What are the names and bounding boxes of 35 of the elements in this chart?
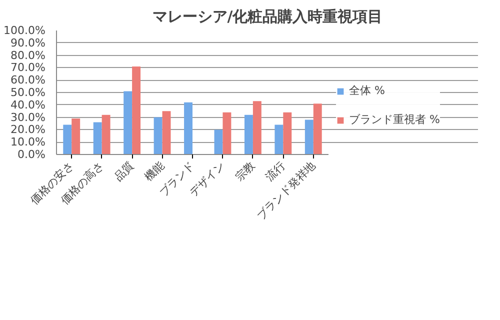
x-tick-label: 流行 bbox=[263, 158, 288, 184]
bar bbox=[222, 112, 232, 154]
y-tick-label: 90.0% bbox=[10, 36, 46, 50]
y-tick-label: 30.0% bbox=[10, 110, 46, 124]
bar bbox=[124, 91, 132, 154]
y-tick-label: 20.0% bbox=[10, 123, 46, 136]
bar bbox=[214, 130, 223, 154]
y-tick-label: 0.0% bbox=[18, 148, 46, 161]
y-tick-label: 80.0% bbox=[10, 48, 46, 62]
y-tick-label: 70.0% bbox=[10, 61, 46, 74]
bar bbox=[102, 114, 110, 154]
x-tick-label: 機能 bbox=[142, 158, 167, 184]
bar bbox=[252, 101, 262, 154]
legend-label: ブランド重視者 % bbox=[349, 112, 440, 127]
y-tick-label: 50.0% bbox=[10, 86, 46, 99]
bar bbox=[184, 102, 192, 154]
bar bbox=[72, 118, 80, 154]
bar bbox=[162, 111, 171, 154]
bar bbox=[274, 124, 284, 154]
x-tick-label: 品質 bbox=[112, 158, 137, 184]
x-tick-label: 宗教 bbox=[232, 158, 258, 184]
bar bbox=[132, 66, 141, 154]
bar bbox=[313, 104, 322, 154]
chart-title: マレーシア/化粧品購入時重視項目 bbox=[152, 8, 383, 26]
bar bbox=[283, 112, 292, 154]
bar bbox=[154, 117, 162, 154]
bar bbox=[63, 124, 72, 154]
bar bbox=[93, 122, 102, 154]
y-tick-label: 60.0% bbox=[10, 74, 46, 87]
legend-label: 全体 % bbox=[349, 83, 385, 98]
bar bbox=[304, 120, 314, 154]
bar bbox=[244, 114, 253, 154]
y-tick-label: 100.0% bbox=[4, 24, 46, 37]
y-tick-label: 40.0% bbox=[10, 98, 46, 112]
y-tick-label: 10.0% bbox=[10, 136, 46, 149]
